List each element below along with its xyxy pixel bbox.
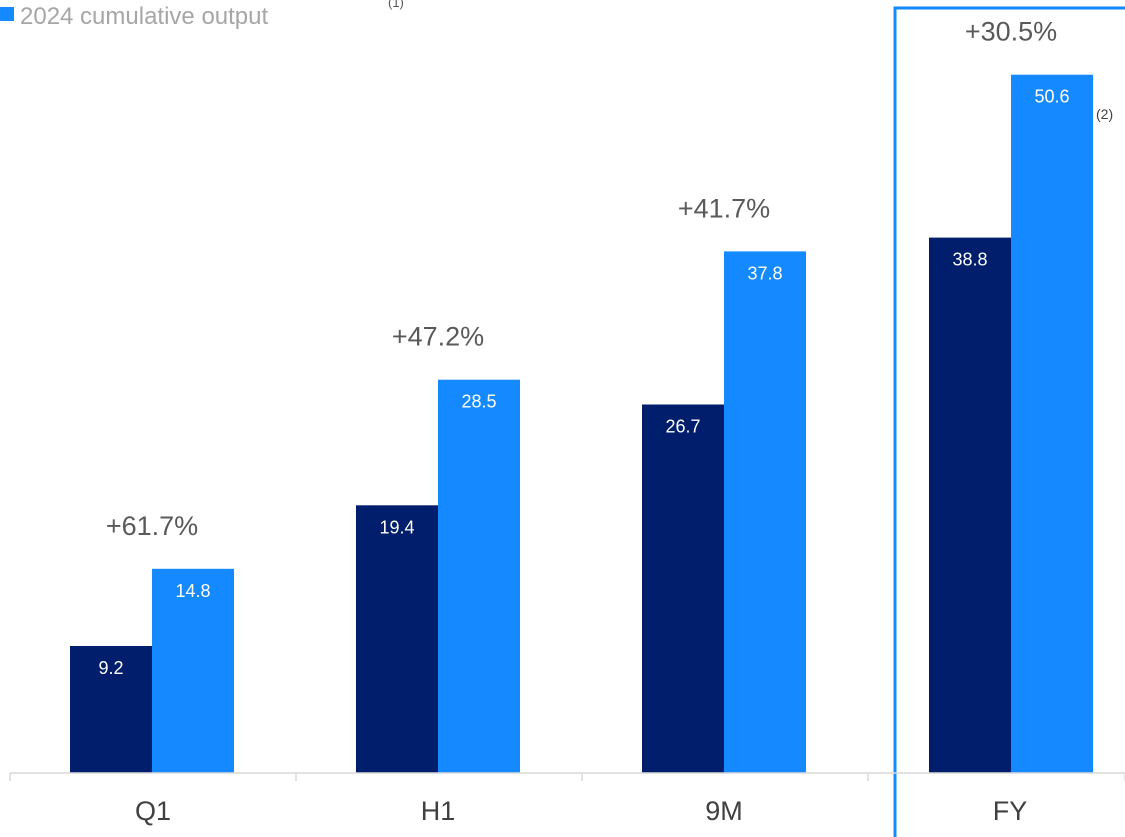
legend-swatch	[0, 7, 14, 21]
bar-h1-series1	[356, 505, 438, 773]
data-label-fy-series2: 50.6	[1034, 87, 1069, 107]
labels-layer: 9.2 14.8 +61.7% 19.4 28.5 +47.2% 26.7 37.8 +41.7…	[98, 17, 1069, 678]
growth-label-9m: +41.7%	[678, 193, 770, 223]
data-label-fy-series1: 38.8	[952, 250, 987, 270]
bar-fy-series1	[929, 237, 1011, 774]
bar-9m-series1	[642, 404, 724, 773]
growth-label-h1: +47.2%	[392, 322, 484, 352]
data-label-q1-series2: 14.8	[175, 581, 210, 601]
x-axis-ticks	[9, 773, 1125, 781]
bar-h1-series2	[438, 379, 520, 773]
data-label-q1-series1: 9.2	[98, 658, 123, 678]
x-tick-label-9m: 9M	[705, 796, 743, 826]
bars-layer	[70, 74, 1093, 774]
x-tick-label-fy: FY	[993, 796, 1028, 826]
x-axis-tick-labels: Q1 H1 9M FY	[135, 796, 1027, 826]
bar-9m-series2	[724, 251, 806, 773]
growth-label-fy: +30.5%	[965, 17, 1057, 47]
x-axis: Q1 H1 9M FY	[9, 772, 1125, 826]
fy-footnote-ref: (2)	[1096, 106, 1113, 122]
growth-label-q1: +61.7%	[106, 511, 198, 541]
bar-fy-series2	[1011, 74, 1093, 773]
x-tick-label-q1: Q1	[135, 796, 171, 826]
data-label-9m-series1: 26.7	[665, 417, 700, 437]
bar-q1-series2	[152, 568, 234, 773]
data-label-h1-series1: 19.4	[379, 517, 414, 537]
data-label-9m-series2: 37.8	[747, 263, 782, 283]
fy-highlight-box	[893, 6, 1125, 837]
x-tick-label-h1: H1	[421, 796, 456, 826]
bar-q1-series1	[70, 646, 152, 773]
legend-footnote-ref: (1)	[388, 0, 404, 10]
legend-label: 2024 cumulative output	[20, 3, 269, 30]
legend: 2024 cumulative output (1)	[0, 0, 404, 30]
data-label-h1-series2: 28.5	[461, 392, 496, 412]
